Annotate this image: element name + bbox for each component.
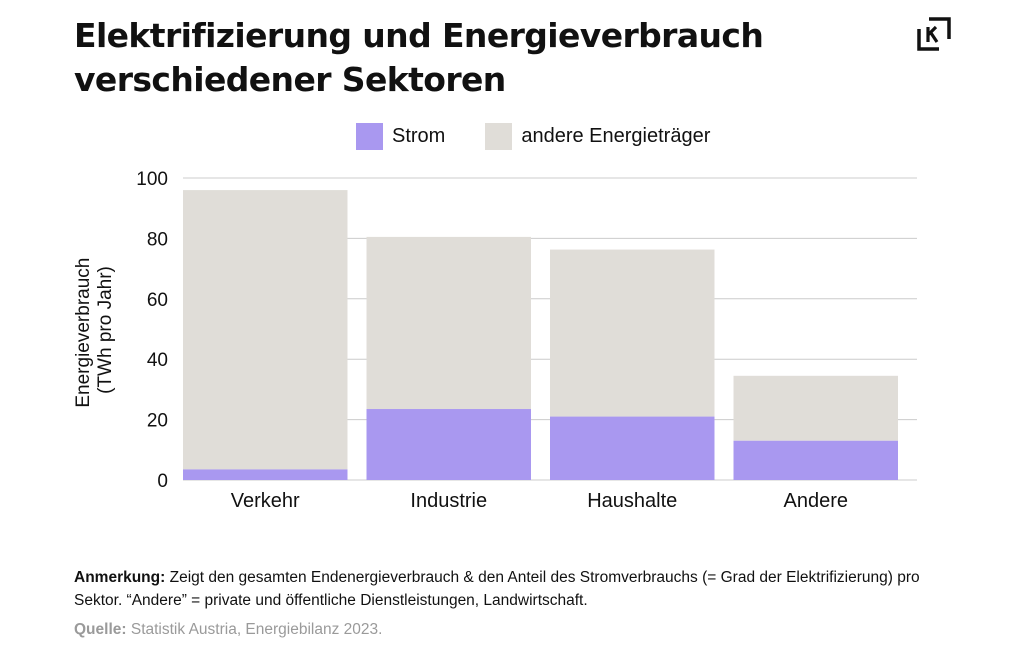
chart-source: Quelle: Statistik Austria, Energiebilanz… [74,621,382,639]
legend-item-andere: andere Energieträger [485,122,711,150]
bar-strom-haushalte [550,416,715,480]
legend-swatch-strom [356,122,383,150]
bar-strom-industrie [366,409,531,480]
y-tick-label: 80 [147,229,168,250]
bar-strom-andere [733,440,898,480]
bar-andere-verkehr [183,190,348,470]
note-label: Anmerkung: [74,569,166,586]
chart-title: Elektrifizierung und Energieverbrauch ve… [74,16,764,99]
y-axis-label: Energieverbrauch (TWh pro Jahr) [73,252,116,407]
bar-andere-andere [733,375,898,441]
chart-note: Anmerkung: Zeigt den gesamten Endenergie… [74,566,934,612]
y-tick-label: 0 [157,471,168,492]
brand-logo-icon [917,17,951,51]
legend-label-andere: andere Energieträger [521,124,711,147]
x-tick-label-andere: Andere [784,490,849,512]
stacked-bar-chart: 0 20 40 60 80 100 Verkehr Industrie Haushalte And… [73,169,917,512]
y-tick-label: 60 [147,290,168,311]
source-label: Quelle: [74,621,127,638]
x-tick-label-verkehr: Verkehr [231,490,300,512]
legend-label-strom: Strom [392,124,446,147]
y-tick-label: 20 [147,411,168,432]
x-tick-label-industrie: Industrie [410,490,487,512]
x-tick-label-haushalte: Haushalte [587,490,677,512]
y-tick-label: 100 [136,169,168,190]
bar-andere-haushalte [550,249,715,417]
note-text: Zeigt den gesamten Endenergieverbrauch &… [74,569,920,609]
legend-item-strom: Strom [356,122,446,150]
chart-legend: Strom andere Energieträger [356,121,750,151]
bar-andere-industrie [366,236,531,410]
legend-swatch-andere [485,122,513,150]
bar-strom-verkehr [183,469,348,480]
y-axis-label-line2: (TWh pro Jahr) [95,266,116,394]
y-axis-label-line1: Energieverbrauch [73,258,94,408]
y-tick-label: 40 [147,350,168,371]
source-text: Statistik Austria, Energiebilanz 2023. [130,621,383,638]
